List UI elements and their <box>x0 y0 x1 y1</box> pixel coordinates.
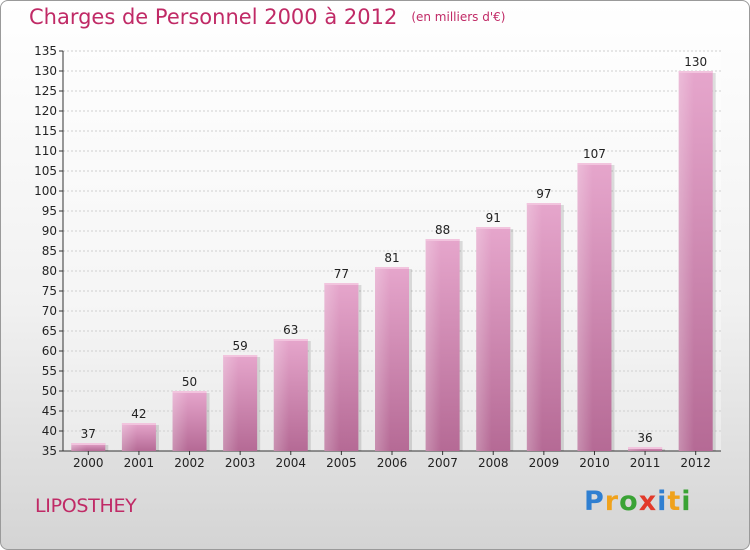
x-tick-label: 2004 <box>275 456 306 470</box>
bar-top-edge <box>577 163 612 165</box>
bar-top-edge <box>628 447 663 449</box>
y-tick-label: 65 <box>42 324 57 338</box>
bar-highlight <box>375 267 391 451</box>
bar-value-label: 37 <box>81 427 96 441</box>
bar-top-edge <box>425 239 460 241</box>
x-tick-label: 2008 <box>478 456 509 470</box>
y-tick-label: 100 <box>34 184 57 198</box>
bar-value-label: 88 <box>435 223 450 237</box>
y-tick-label: 110 <box>34 144 57 158</box>
bar-highlight <box>577 163 593 451</box>
x-tick-label: 2009 <box>529 456 560 470</box>
bar-top-edge <box>526 203 561 205</box>
y-tick-label: 90 <box>42 224 57 238</box>
bar-highlight <box>476 227 492 451</box>
y-tick-label: 80 <box>42 264 57 278</box>
logo-letter: i <box>657 486 668 517</box>
logo-letter: P <box>584 486 605 517</box>
bar-value-label: 50 <box>182 375 197 389</box>
x-tick-label: 2012 <box>680 456 711 470</box>
bar-top-edge <box>273 339 308 341</box>
y-tick-label: 120 <box>34 104 57 118</box>
y-tick-label: 130 <box>34 64 57 78</box>
bar-value-label: 107 <box>583 147 606 161</box>
logo-letter: i <box>681 486 692 517</box>
x-tick-label: 2007 <box>427 456 458 470</box>
logo-letter: o <box>619 486 639 517</box>
x-tick-label: 2003 <box>225 456 256 470</box>
chart-subtitle: (en milliers d'€) <box>411 10 506 24</box>
bar-top-edge <box>375 267 409 269</box>
bar-value-label: 36 <box>637 431 652 445</box>
y-tick-label: 75 <box>42 284 57 298</box>
bar-highlight <box>273 339 290 451</box>
y-tick-label: 115 <box>34 124 57 138</box>
bar-highlight <box>425 239 441 451</box>
bar-value-label: 97 <box>536 187 551 201</box>
x-tick-label: 2002 <box>174 456 205 470</box>
bar-highlight <box>678 71 694 451</box>
bar-value-label: 91 <box>486 211 501 225</box>
bar-top-edge <box>476 227 511 229</box>
chart-title: Charges de Personnel 2000 à 2012 (en mill… <box>29 5 505 29</box>
y-tick-label: 35 <box>42 444 57 458</box>
y-tick-label: 40 <box>42 424 57 438</box>
bar-value-label: 59 <box>233 339 248 353</box>
bar-highlight <box>172 391 188 451</box>
bar-value-label: 81 <box>384 251 399 265</box>
bar-highlight <box>526 203 543 451</box>
logo-letter: x <box>638 486 658 517</box>
y-tick-label: 70 <box>42 304 57 318</box>
y-tick-label: 45 <box>42 404 57 418</box>
y-tick-label: 50 <box>42 384 57 398</box>
x-tick-label: 2005 <box>326 456 357 470</box>
logo-letter: r <box>604 486 620 517</box>
y-tick-label: 135 <box>34 44 57 58</box>
bar-value-label: 42 <box>131 407 146 421</box>
bar-top-edge <box>71 443 106 445</box>
bar-highlight <box>71 443 87 451</box>
x-tick-label: 2010 <box>579 456 610 470</box>
bar-top-edge <box>678 71 713 73</box>
y-tick-label: 105 <box>34 164 57 178</box>
bar-value-label: 130 <box>684 55 707 69</box>
bar-highlight <box>324 283 340 451</box>
y-tick-label: 55 <box>42 364 57 378</box>
x-tick-label: 2000 <box>73 456 104 470</box>
proxiti-logo: Proxiti <box>584 488 692 515</box>
x-tick-label: 2001 <box>124 456 155 470</box>
bar-top-edge <box>324 283 359 285</box>
bar-highlight <box>223 355 239 451</box>
y-tick-label: 60 <box>42 344 57 358</box>
bar-top-edge <box>223 355 258 357</box>
commune-name: LIPOSTHEY <box>35 495 137 517</box>
bar-top-edge <box>172 391 207 393</box>
logo-letter: t <box>667 486 682 517</box>
y-tick-label: 125 <box>34 84 57 98</box>
x-tick-label: 2011 <box>630 456 661 470</box>
bar <box>71 443 106 451</box>
chart-title-text: Charges de Personnel 2000 à 2012 <box>29 5 398 29</box>
bar-value-label: 77 <box>334 267 349 281</box>
x-tick-label: 2006 <box>377 456 408 470</box>
bar-highlight <box>121 423 138 451</box>
y-tick-label: 85 <box>42 244 57 258</box>
bar-top-edge <box>121 423 156 425</box>
bar-value-label: 63 <box>283 323 298 337</box>
y-tick-label: 95 <box>42 204 57 218</box>
